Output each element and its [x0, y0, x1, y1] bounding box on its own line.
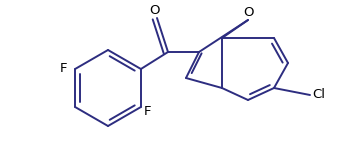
Text: F: F — [60, 63, 67, 76]
Text: O: O — [243, 5, 253, 19]
Text: O: O — [150, 3, 160, 16]
Text: Cl: Cl — [312, 88, 325, 101]
Text: F: F — [144, 104, 151, 117]
